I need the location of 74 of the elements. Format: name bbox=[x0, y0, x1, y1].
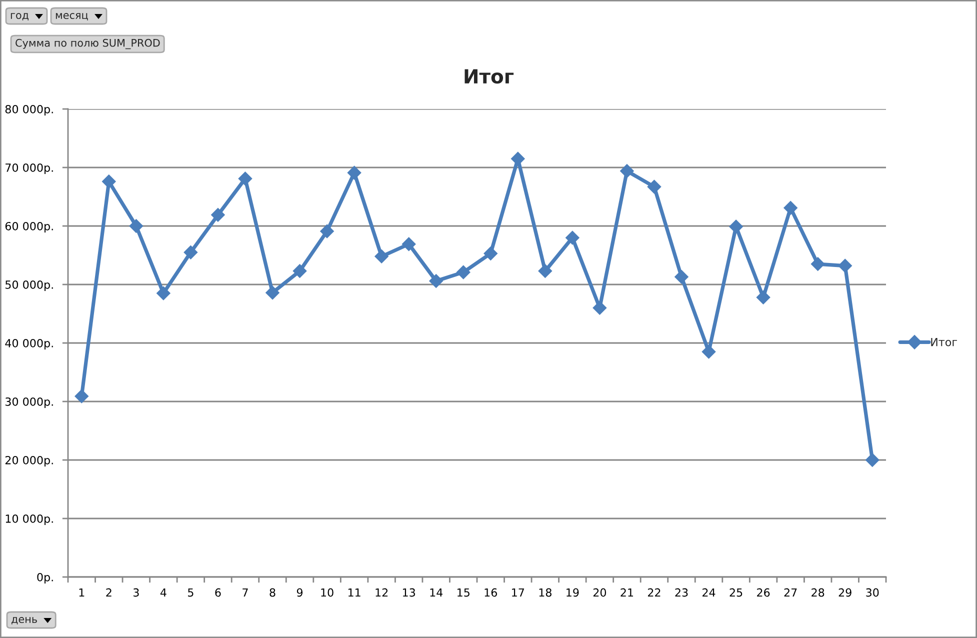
x-tick-label: 6 bbox=[215, 588, 221, 597]
legend-label: Итог bbox=[931, 338, 957, 346]
point bbox=[374, 250, 388, 264]
point bbox=[347, 166, 362, 180]
x-tick-label: 13 bbox=[402, 588, 416, 597]
x-tick-label: 11 bbox=[348, 588, 360, 597]
point bbox=[156, 286, 170, 300]
y-tick-label: 40 000р. bbox=[5, 338, 53, 350]
y-tick-label: 20 000р. bbox=[5, 456, 53, 467]
point bbox=[729, 220, 743, 234]
y-tick-label: 10 000р. bbox=[6, 514, 53, 526]
x-tick-label: 22 bbox=[648, 588, 660, 597]
point bbox=[429, 274, 444, 288]
x-tick-label: 28 bbox=[812, 588, 824, 597]
x-tick-label: 9 bbox=[296, 588, 303, 597]
x-tick-label: 10 bbox=[321, 588, 334, 597]
point bbox=[211, 208, 225, 222]
point bbox=[702, 344, 716, 359]
x-tick-label: 5 bbox=[188, 588, 194, 597]
point bbox=[647, 180, 662, 194]
point bbox=[810, 257, 825, 271]
x-tick-label: 23 bbox=[675, 588, 688, 597]
y-tick-label: 70 000р. bbox=[6, 163, 53, 174]
x-tick-label: 8 bbox=[270, 588, 276, 597]
x-tick-label: 24 bbox=[702, 588, 716, 597]
chart-title: Итог bbox=[464, 69, 514, 84]
point bbox=[266, 286, 280, 300]
x-tick-label: 14 bbox=[430, 588, 443, 597]
x-tick-label: 17 bbox=[512, 588, 524, 597]
x-tick-label: 16 bbox=[484, 588, 498, 597]
x-tick-label: 1 bbox=[79, 588, 84, 597]
point bbox=[538, 264, 552, 278]
y-tick-label: 50 000р. bbox=[6, 280, 53, 292]
point bbox=[238, 172, 252, 186]
x-tick-label: 21 bbox=[620, 588, 634, 597]
point bbox=[592, 300, 607, 315]
point bbox=[756, 290, 770, 304]
point bbox=[102, 174, 116, 188]
point bbox=[838, 258, 852, 273]
point bbox=[456, 265, 470, 280]
point bbox=[320, 224, 334, 238]
text: Сумма по полю SUM_PROD bbox=[16, 38, 160, 50]
point bbox=[674, 270, 688, 284]
point bbox=[402, 237, 416, 252]
point bbox=[184, 245, 198, 260]
y-tick-label: 30 000р. bbox=[5, 397, 53, 408]
x-tick-label: 7 bbox=[242, 588, 248, 597]
x-axis-title: день bbox=[12, 617, 37, 624]
x-tick-label: 20 bbox=[593, 588, 606, 597]
x-tick-label: 15 bbox=[458, 588, 470, 597]
point bbox=[292, 264, 307, 278]
point bbox=[484, 246, 498, 260]
point bbox=[620, 164, 634, 178]
y-tick-label: 80 000р. bbox=[5, 104, 53, 116]
text: месяц bbox=[56, 13, 88, 20]
x-tick-label: 3 bbox=[133, 588, 139, 597]
point bbox=[865, 453, 880, 467]
y-tick-label: 0р. bbox=[37, 572, 53, 584]
point bbox=[784, 200, 798, 215]
point bbox=[566, 230, 580, 245]
x-tick-label: 30 bbox=[866, 588, 879, 597]
y-tick-label: 60 000р. bbox=[5, 222, 53, 233]
point bbox=[129, 219, 144, 233]
x-tick-label: 19 bbox=[566, 588, 579, 597]
x-tick-label: 26 bbox=[757, 588, 770, 597]
x-tick-label: 4 bbox=[160, 588, 166, 597]
point bbox=[74, 389, 89, 404]
x-tick-label: 2 bbox=[106, 588, 112, 597]
x-tick-label: 27 bbox=[784, 588, 797, 597]
x-tick-label: 25 bbox=[730, 588, 742, 597]
x-tick-label: 29 bbox=[838, 588, 852, 597]
x-tick-label: 12 bbox=[376, 588, 388, 597]
text: год bbox=[10, 13, 29, 20]
x-tick-label: 18 bbox=[539, 588, 552, 597]
